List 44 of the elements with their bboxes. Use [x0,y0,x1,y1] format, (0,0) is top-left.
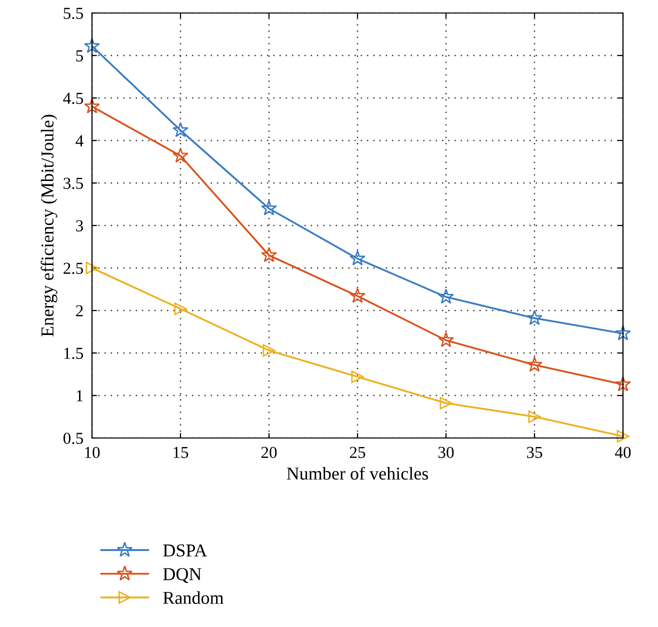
x-tick-label: 35 [526,446,542,458]
x-tick-label: 25 [350,446,366,458]
y-tick-label: 1.5 [64,348,84,360]
point [84,98,100,114]
point [526,310,542,326]
y-tick-label: 5.5 [64,8,84,20]
point [262,344,276,357]
y-tick-label: 5 [76,50,84,62]
y-tick-label: 3 [76,220,84,232]
y-tick-label: 4 [76,135,84,146]
legend-label: DQN [163,568,202,583]
point [615,325,631,340]
x-tick-label: 30 [438,446,454,458]
point [261,200,277,216]
point [526,356,542,372]
y-axis-title: Energy efficiency (Mbit/Joule) [40,114,58,336]
point [438,332,454,348]
legend-label: DSPA [163,544,208,557]
point [350,288,366,303]
x-tick-label: 20 [261,446,277,458]
point [438,288,454,304]
x-axis-title: Number of vehicles [286,466,428,480]
point [261,246,277,262]
point [616,430,630,443]
y-tick-label: 1 [76,390,83,402]
y-tick-label: 0.5 [63,432,84,444]
point [351,370,364,384]
point [84,38,100,54]
y-tick-label: 3.5 [64,178,84,190]
point [172,122,188,138]
point [86,262,98,274]
point [528,410,541,423]
y-tick-label: 2 [76,305,83,316]
y-tick-label: 2.5 [64,262,84,274]
x-tick-label: 40 [614,446,631,458]
point [615,376,631,392]
point [174,302,187,316]
y-tick-label: 4.5 [63,92,84,104]
legend-label: Random [163,591,224,604]
point [440,396,452,410]
point [350,250,366,266]
x-tick-label: 10 [85,446,100,458]
x-tick-label: 15 [174,446,188,458]
point [172,147,188,163]
